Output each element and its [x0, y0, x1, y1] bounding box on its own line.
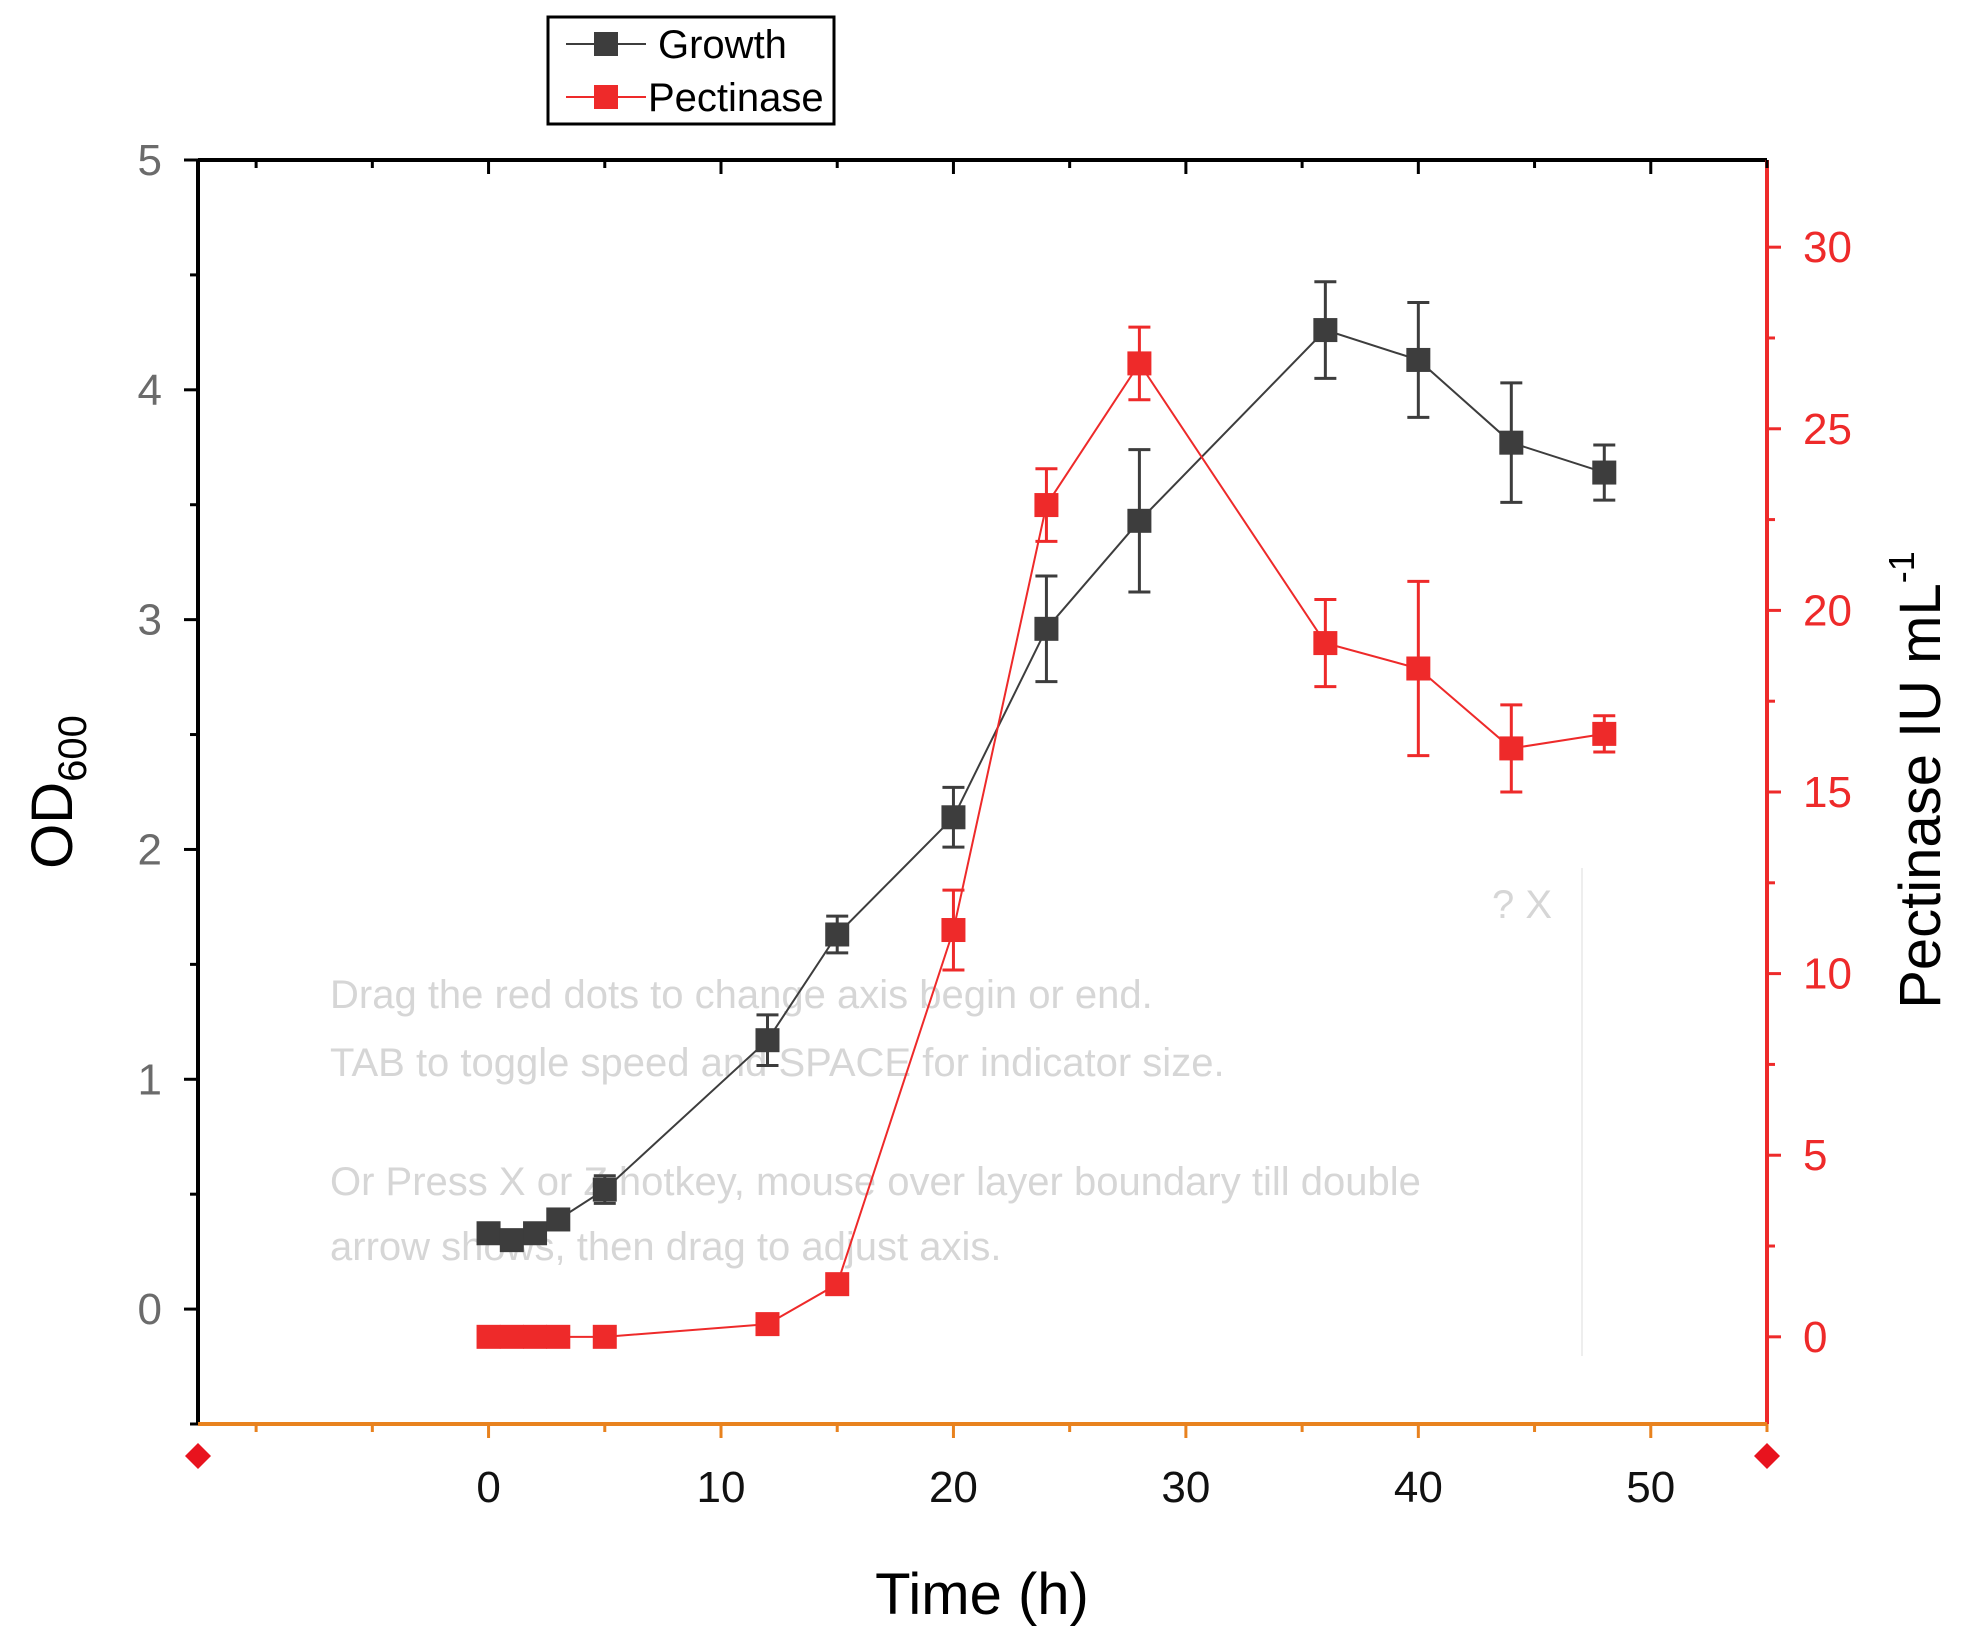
y-right-tick-label: 30	[1803, 223, 1852, 272]
y-left-axis-title: OD600	[20, 715, 95, 869]
x-tick-label: 30	[1161, 1463, 1210, 1512]
x-axis-begin-handle[interactable]	[185, 1443, 211, 1469]
y-right-tick-label: 5	[1803, 1131, 1827, 1180]
tooltip-line-4: arrow shows, then drag to adjust axis.	[330, 1225, 1001, 1269]
legend-growth-label: Growth	[658, 23, 787, 67]
tooltip-help-close-buttons[interactable]: ? X	[1492, 883, 1552, 927]
y-left-tick-label: 2	[138, 825, 162, 874]
pectinase-point	[476, 1324, 501, 1349]
growth-point	[1313, 318, 1338, 343]
growth-point	[499, 1228, 524, 1253]
y-right-axis-title: Pectinase IU mL-1	[1881, 551, 1953, 1009]
x-axis-end-handle[interactable]	[1754, 1443, 1780, 1469]
pectinase-point	[1406, 656, 1431, 681]
pectinase-point	[825, 1272, 850, 1297]
growth-point	[1034, 616, 1059, 641]
growth-point	[755, 1028, 780, 1053]
y-left-tick-label: 0	[138, 1285, 162, 1334]
x-axis-title: Time (h)	[875, 1562, 1089, 1627]
pectinase-point	[1499, 736, 1524, 761]
growth-point	[1406, 347, 1431, 372]
growth-series	[476, 280, 1617, 1253]
legend-pectinase-label: Pectinase	[648, 76, 824, 120]
tooltip-line-1: Drag the red dots to change axis begin o…	[330, 973, 1153, 1017]
pectinase-point	[1034, 493, 1059, 518]
growth-point	[476, 1221, 501, 1246]
legend: Growth Pectinase	[546, 15, 836, 126]
pectinase-point	[755, 1312, 780, 1337]
pectinase-point	[592, 1324, 617, 1349]
y-left-title-main: OD	[20, 782, 85, 869]
pectinase-point	[1127, 351, 1152, 376]
x-tick-label: 40	[1394, 1463, 1443, 1512]
left-axis-ticks: 0 1 2 3 4 5	[138, 136, 198, 1426]
y-right-title-main: Pectinase IU mL	[1888, 583, 1953, 1009]
y-left-tick-label: 3	[138, 596, 162, 645]
legend-pectinase-marker	[594, 85, 618, 109]
growth-point	[1499, 430, 1524, 455]
legend-growth-marker	[594, 32, 618, 56]
pectinase-point	[499, 1324, 524, 1349]
pectinase-point	[1592, 721, 1617, 746]
pectinase-point	[1313, 631, 1338, 656]
growth-point	[1592, 460, 1617, 485]
pectinase-point	[546, 1324, 571, 1349]
x-tick-label: 10	[697, 1463, 746, 1512]
y-right-title-sup: -1	[1881, 551, 1922, 583]
pectinase-point	[523, 1324, 548, 1349]
y-right-tick-label: 0	[1803, 1313, 1827, 1362]
y-right-tick-label: 10	[1803, 950, 1852, 999]
right-axis-ticks: 0 5 10 15 20 25 30	[1767, 223, 1852, 1362]
pectinase-point	[941, 918, 966, 943]
growth-point	[592, 1177, 617, 1202]
x-tick-label: 0	[476, 1463, 500, 1512]
growth-point	[941, 805, 966, 830]
x-tick-label: 50	[1626, 1463, 1675, 1512]
pectinase-series	[476, 325, 1617, 1349]
y-left-tick-label: 4	[138, 366, 162, 415]
growth-point	[523, 1221, 548, 1246]
y-left-tick-label: 5	[138, 136, 162, 185]
top-axis-ticks	[254, 160, 1769, 174]
x-axis-ticks: 0 10 20 30 40 50	[254, 1424, 1769, 1512]
y-right-tick-label: 20	[1803, 586, 1852, 635]
growth-line	[488, 328, 1605, 1242]
y-left-tick-label: 1	[138, 1055, 162, 1104]
growth-point	[825, 922, 850, 947]
y-right-tick-label: 25	[1803, 405, 1852, 454]
growth-point	[1127, 508, 1152, 533]
x-tick-label: 20	[929, 1463, 978, 1512]
y-right-tick-label: 15	[1803, 768, 1852, 817]
y-left-title-sub: 600	[51, 715, 95, 782]
growth-point	[546, 1207, 571, 1232]
